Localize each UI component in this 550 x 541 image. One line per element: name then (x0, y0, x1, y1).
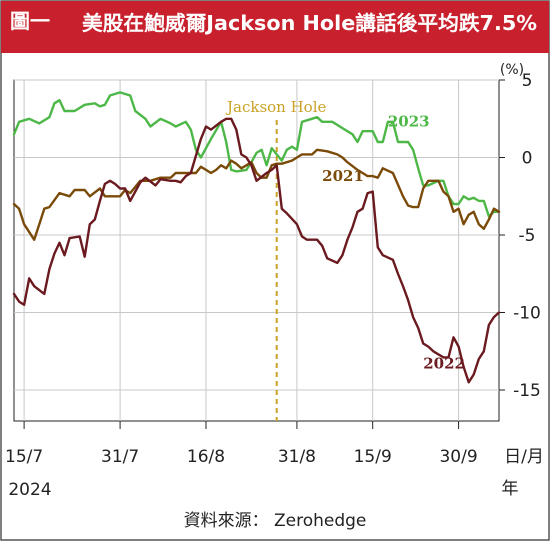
jackson-hole-label: Jackson Hole (225, 98, 327, 116)
x-tick-label: 31/7 (101, 447, 139, 467)
x-tick-label: 30/9 (439, 447, 477, 467)
plot-area (13, 79, 500, 422)
y-unit-label: (%) (500, 62, 524, 78)
year-label: 2024 (8, 480, 51, 500)
badge-box (1, 1, 75, 40)
series-label-2022: 2022 (423, 354, 465, 372)
source-label: 資料來源： Zerohedge (184, 511, 367, 531)
y-tick-label: -15 (513, 381, 541, 401)
series-labels: 2023 2021 2022 (322, 113, 465, 373)
series-line-2022 (12, 117, 501, 384)
x-axis-unit-year: 年 (502, 479, 519, 499)
figure-badge: 圖一 (10, 9, 50, 33)
title-bar (1, 1, 549, 53)
series-label-2021: 2021 (322, 167, 364, 185)
x-tick-label: 15/9 (354, 447, 392, 467)
x-tick-label: 16/8 (187, 447, 225, 467)
x-axis: 15/7 31/7 16/8 31/8 15/9 30/9 (5, 421, 478, 467)
y-axis: 5 0 -5 -10 -15 (499, 71, 541, 401)
y-tick-label: 5 (522, 71, 533, 91)
y-tick-label: -5 (519, 226, 536, 246)
x-axis-unit: 日/月 (504, 447, 544, 467)
series-label-2023: 2023 (388, 113, 430, 131)
x-tick-label: 15/7 (5, 447, 43, 467)
y-tick-label: -10 (513, 304, 541, 324)
series-line-2023 (12, 91, 501, 218)
series-lines (12, 91, 501, 384)
x-tick-label: 31/8 (278, 447, 316, 467)
y-tick-label: 0 (522, 149, 533, 169)
grid-lines (14, 79, 499, 421)
chart-title: 美股在鮑威爾Jackson Hole講話後平均跌7.5% (82, 11, 537, 35)
